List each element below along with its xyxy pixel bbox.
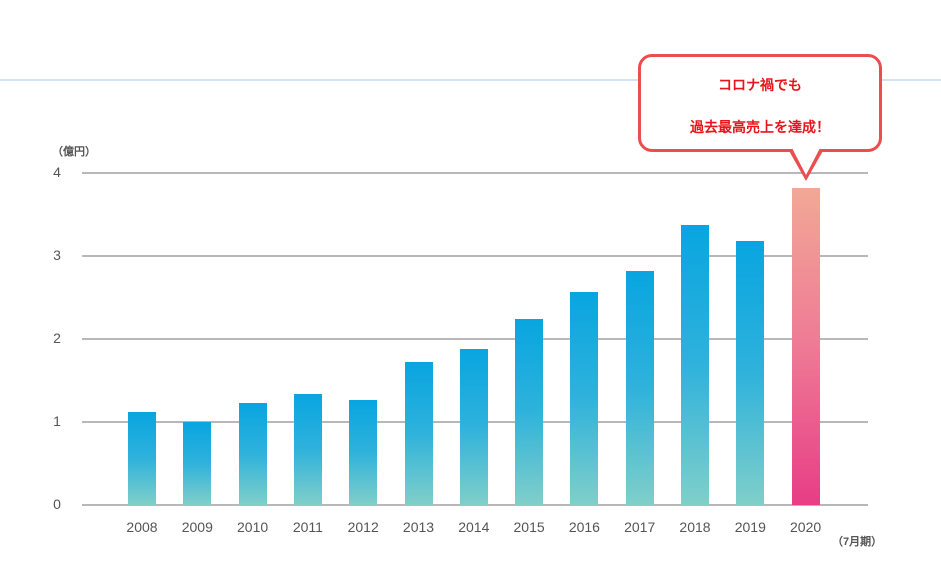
top-divider bbox=[0, 79, 941, 81]
y-tick-label: 4 bbox=[53, 164, 61, 180]
y-axis-unit-label: （億円） bbox=[52, 146, 96, 158]
x-tick-label: 2016 bbox=[568, 519, 600, 535]
y-tick-label: 3 bbox=[53, 247, 61, 263]
x-tick-label: 2009 bbox=[181, 519, 213, 535]
bar-2019 bbox=[736, 241, 765, 505]
x-tick-label: 2014 bbox=[458, 519, 490, 535]
x-tick-label: 2008 bbox=[126, 519, 158, 535]
x-tick-label: 2017 bbox=[624, 519, 656, 535]
x-tick-label: 2013 bbox=[402, 519, 435, 535]
bar-2012 bbox=[349, 399, 378, 505]
y-tick-label: 1 bbox=[53, 413, 61, 429]
bar-2009 bbox=[183, 422, 212, 505]
bar-2013 bbox=[404, 362, 433, 505]
callout-line-1: コロナ禍でも bbox=[718, 77, 802, 93]
bar-2014 bbox=[459, 348, 488, 505]
x-tick-label: 2019 bbox=[734, 519, 766, 535]
bar-2008 bbox=[128, 412, 156, 505]
y-tick-label: 2 bbox=[53, 330, 61, 346]
gridline bbox=[82, 504, 868, 506]
gridline bbox=[82, 338, 868, 340]
callout-pointer-fill bbox=[792, 148, 820, 175]
gridline bbox=[82, 172, 868, 174]
x-tick-label: 2012 bbox=[347, 519, 379, 535]
y-tick-label: 0 bbox=[53, 496, 61, 512]
bar-2017 bbox=[625, 270, 654, 505]
bar-2018 bbox=[681, 225, 709, 505]
x-tick-label: 2018 bbox=[679, 519, 711, 535]
x-tick-label: 2020 bbox=[790, 519, 822, 535]
x-tick-label: 2015 bbox=[513, 519, 545, 535]
x-tick-label: 2011 bbox=[292, 519, 323, 535]
bar-2011 bbox=[293, 393, 322, 505]
bar-2020 bbox=[791, 187, 820, 505]
bar-2010 bbox=[238, 402, 267, 505]
x-axis-unit-label: （7月期） bbox=[832, 536, 883, 548]
bar-2015 bbox=[515, 319, 544, 505]
x-tick-label: 2010 bbox=[237, 519, 269, 535]
bar-2016 bbox=[570, 291, 599, 505]
callout-line-2: 過去最高売上を達成！ bbox=[690, 119, 830, 135]
annotation-callout: コロナ禍でも 過去最高売上を達成！ bbox=[638, 54, 882, 152]
gridline bbox=[82, 255, 868, 257]
